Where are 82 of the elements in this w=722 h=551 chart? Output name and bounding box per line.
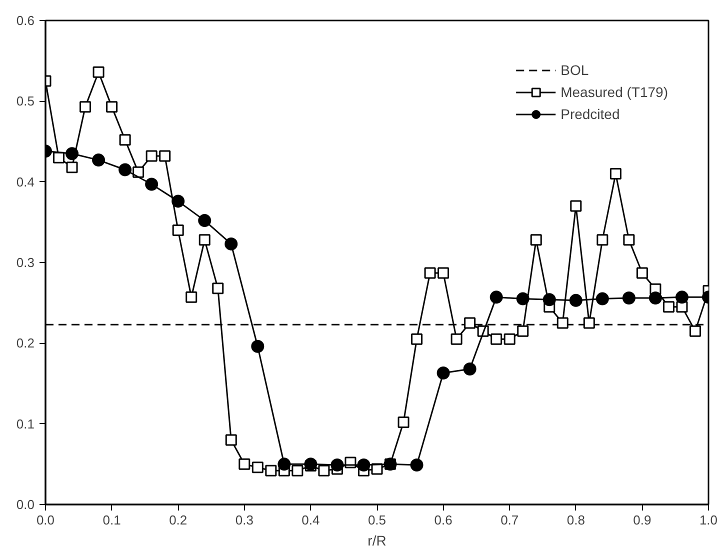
y-tick-label: 0.2 <box>16 336 35 351</box>
point <box>252 462 264 474</box>
point <box>186 291 198 303</box>
point <box>225 434 237 446</box>
point <box>357 458 370 472</box>
point <box>198 234 210 246</box>
point <box>622 292 636 304</box>
point <box>569 294 582 307</box>
point <box>596 234 608 246</box>
x-tick-label: 0.8 <box>566 512 585 528</box>
x-tick-label: 0.0 <box>36 512 55 528</box>
point <box>689 325 701 337</box>
point <box>92 154 106 167</box>
point <box>556 317 568 329</box>
point <box>450 333 462 345</box>
point <box>424 267 436 279</box>
legend-label: Predcited <box>560 106 620 122</box>
x-tick-label: 0.9 <box>633 512 652 528</box>
x-tick-label: 0.2 <box>169 512 188 528</box>
point <box>504 333 516 345</box>
x-tick-label: 0.7 <box>500 512 519 528</box>
point <box>251 340 264 353</box>
point <box>80 101 92 113</box>
point <box>610 168 622 180</box>
point <box>146 150 158 162</box>
point <box>224 237 238 250</box>
legend-label: Measured (T179) <box>560 84 668 100</box>
point <box>411 333 423 345</box>
point <box>172 194 185 208</box>
point <box>542 293 556 306</box>
point <box>198 214 212 228</box>
point <box>596 292 609 306</box>
x-axis-title: r/R <box>368 532 386 548</box>
x-tick-label: 0.4 <box>302 512 320 528</box>
y-tick-label: 0.6 <box>16 13 35 28</box>
point <box>106 101 118 113</box>
point <box>238 458 250 470</box>
point <box>516 292 530 306</box>
y-tick-label: 0.5 <box>16 94 35 109</box>
point <box>118 163 132 176</box>
point <box>623 234 635 246</box>
x-tick-label: 0.3 <box>235 512 254 528</box>
point <box>464 317 476 329</box>
point <box>92 66 104 78</box>
y-tick-label: 0.0 <box>16 497 35 512</box>
y-tick-label: 0.3 <box>16 255 35 270</box>
point <box>490 333 502 345</box>
point <box>648 292 662 304</box>
point <box>278 458 291 471</box>
point <box>212 282 224 294</box>
point <box>66 147 79 160</box>
x-tick-label: 0.1 <box>102 512 121 528</box>
point <box>265 464 277 476</box>
point <box>517 325 529 337</box>
point <box>119 134 131 146</box>
point <box>662 301 674 313</box>
point <box>530 234 542 246</box>
point <box>172 224 184 236</box>
x-tick-label: 1.0 <box>699 512 718 528</box>
point <box>330 458 344 472</box>
x-tick-label: 0.5 <box>368 512 386 528</box>
point <box>583 317 595 329</box>
point <box>636 267 648 279</box>
point <box>675 290 688 304</box>
y-tick-label: 0.4 <box>16 174 35 190</box>
point <box>398 416 410 428</box>
x-tick-label: 0.6 <box>434 512 452 528</box>
point <box>410 458 424 472</box>
point <box>292 464 304 476</box>
point <box>570 200 582 212</box>
point <box>318 464 330 476</box>
point <box>438 267 450 279</box>
point <box>436 366 450 380</box>
point <box>463 362 476 376</box>
y-tick-label: 0.1 <box>16 416 35 432</box>
point <box>53 152 65 164</box>
point <box>145 178 158 191</box>
point <box>159 150 171 162</box>
point <box>66 162 78 174</box>
point <box>490 290 503 304</box>
legend-label: BOL <box>560 62 589 78</box>
point <box>132 166 144 178</box>
